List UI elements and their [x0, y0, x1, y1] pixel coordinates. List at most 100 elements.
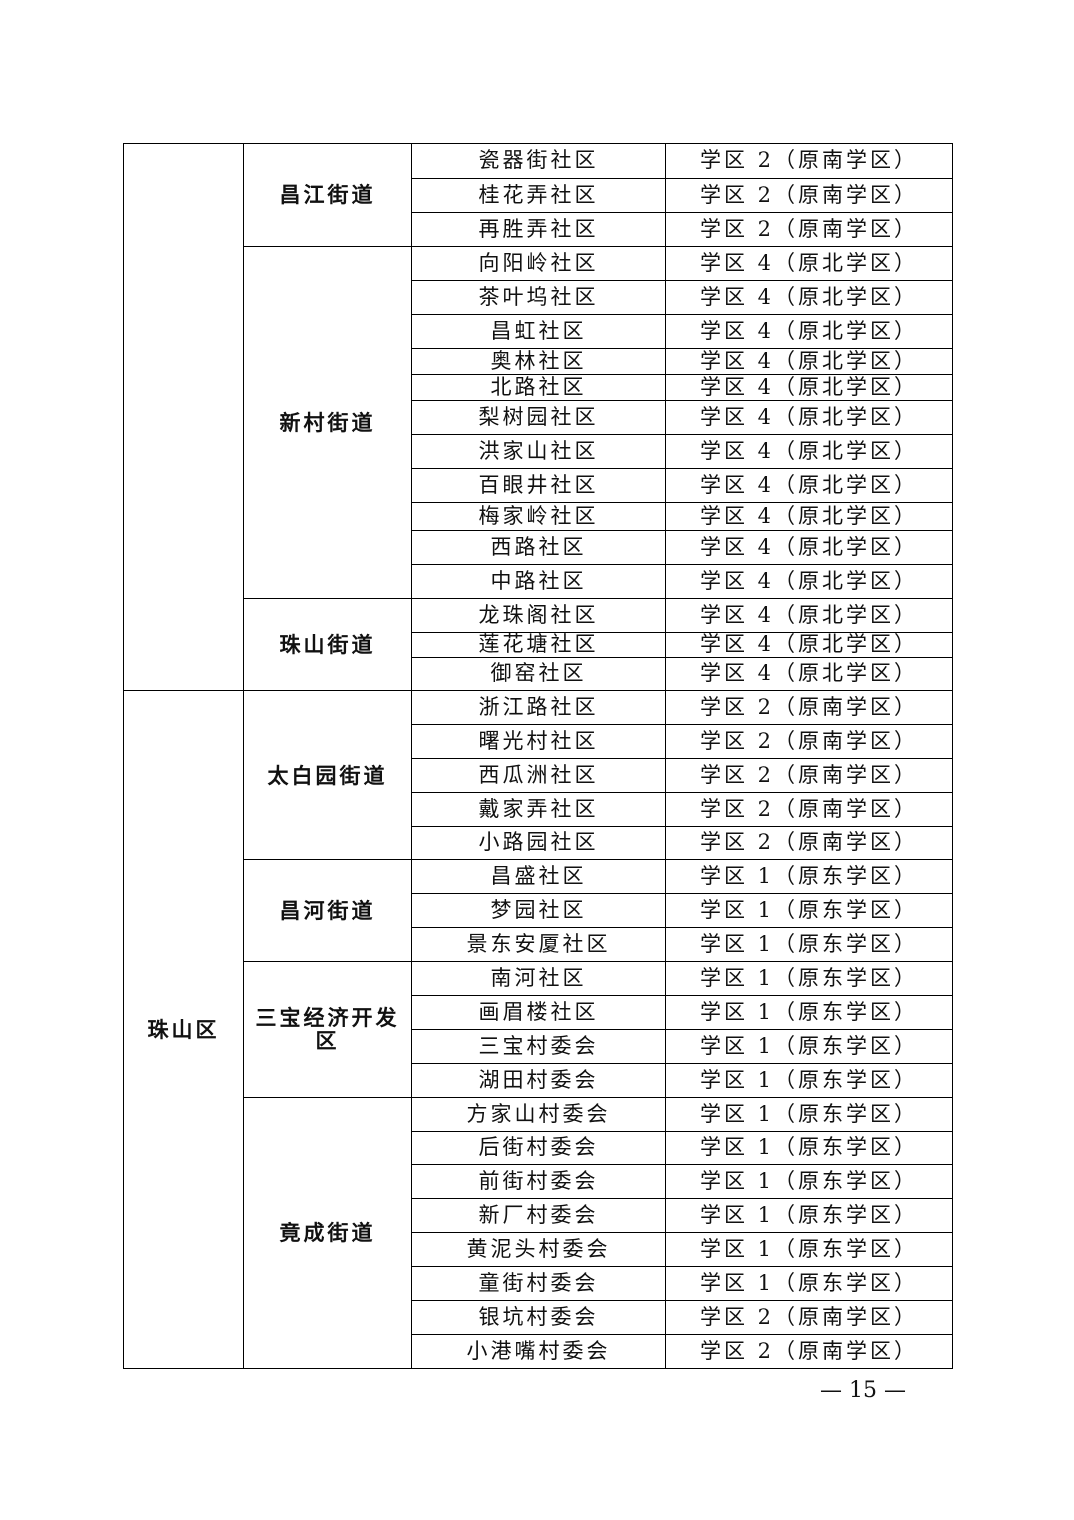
community-cell: 龙珠阁社区	[411, 598, 666, 633]
zone-cell: 学区 2（原南学区）	[665, 791, 953, 827]
zone-cell: 学区 2（原南学区）	[665, 723, 953, 759]
community-cell: 莲花塘社区	[411, 632, 666, 658]
community-cell: 西瓜洲社区	[411, 757, 666, 793]
community-cell: 小路园社区	[411, 825, 666, 861]
table-row: 桂花弄社区 学区 2（原南学区）	[124, 178, 953, 213]
zone-cell: 学区 2（原南学区）	[665, 1333, 953, 1369]
community-cell: 瓷器街社区	[411, 143, 666, 179]
table-row: 梨树园社区 学区 4（原北学区）	[124, 400, 953, 435]
district-table: 昌江街道 瓷器街社区 学区 2（原南学区） 桂花弄社区 学区 2（原南学区） 再胜弄社区学…	[123, 143, 953, 1369]
zone-cell: 学区 2（原南学区）	[665, 1300, 953, 1335]
community-cell: 御窑社区	[411, 657, 666, 691]
community-cell: 北路社区	[411, 374, 666, 401]
page-number: — 15 —	[820, 1378, 906, 1403]
table-row: 戴家弄社区 学区 2（原南学区）	[124, 791, 953, 827]
zone-cell: 学区 4（原北学区）	[665, 564, 953, 599]
table-row: 三宝经济开发区 南河社区 学区 1（原东学区）	[124, 961, 953, 1098]
table-row: 小港嘴村委会 学区 2（原南学区）	[124, 1333, 953, 1369]
street-cell: 珠山街道	[243, 598, 412, 691]
table-row: 北路社区 学区 4（原北学区）	[124, 374, 953, 401]
community-cell: 湖田村委会	[411, 1062, 666, 1098]
zone-cell: 学区 4（原北学区）	[665, 502, 953, 531]
table-row: 百眼井社区 学区 4（原北学区）	[124, 468, 953, 503]
zone-cell: 学区 4（原北学区）	[665, 280, 953, 315]
street-cell: 昌江街道	[243, 143, 412, 247]
zone-cell: 学区 4（原北学区）	[665, 598, 953, 633]
table-row: 莲花塘社区 学区 4（原北学区）	[124, 632, 953, 658]
community-cell: 银坑村委会	[411, 1300, 666, 1335]
street-cell: 竟成街道	[243, 1096, 412, 1369]
zone-cell: 学区 1（原东学区）	[665, 1164, 953, 1200]
community-cell: 再胜弄社区	[411, 212, 666, 247]
community-cell: 方家山村委会	[411, 1096, 666, 1132]
zone-cell: 学区 1（原东学区）	[665, 1198, 953, 1234]
zone-cell: 学区 1（原东学区）	[665, 1232, 953, 1268]
table-row: 奥林社区 学区 4（原北学区）	[124, 348, 953, 375]
table-row: 曙光村社区 学区 2（原南学区）	[124, 723, 953, 759]
table-row: 新厂村委会 学区 1（原东学区）	[124, 1198, 953, 1234]
district-cell: 珠山区	[123, 690, 244, 1369]
community-cell: 梨树园社区	[411, 400, 666, 435]
zone-cell: 学区 4（原北学区）	[665, 468, 953, 503]
community-cell: 向阳岭社区	[411, 246, 666, 281]
table-row: 西瓜洲社区 学区 2（原南学区）	[124, 757, 953, 793]
table-row: 昌河街道 昌盛社区 学区 1（原东学区）	[124, 859, 953, 963]
community-cell: 奥林社区	[411, 348, 666, 375]
zone-cell: 学区 4（原北学区）	[665, 530, 953, 565]
zone-cell: 学区 4（原北学区）	[665, 374, 953, 401]
community-cell: 西路社区	[411, 530, 666, 565]
table-row: 景东安厦社区 学区 1（原东学区）	[124, 927, 953, 963]
table-row: 茶叶坞社区 学区 4（原北学区）	[124, 280, 953, 315]
table-row: 湖田村委会 学区 1（原东学区）	[124, 1062, 953, 1098]
table-row: 新村街道 向阳岭社区 学区 4（原北学区）	[124, 246, 953, 599]
community-cell: 百眼井社区	[411, 468, 666, 503]
district-cell	[123, 143, 244, 691]
zone-cell: 学区 2（原南学区）	[665, 690, 953, 725]
community-cell: 梅家岭社区	[411, 502, 666, 531]
zone-cell: 学区 2（原南学区）	[665, 212, 953, 247]
table-row: 洪家山社区 学区 4（原北学区）	[124, 434, 953, 469]
street-cell: 三宝经济开发区	[243, 961, 412, 1098]
table-row: 昌江街道 瓷器街社区 学区 2（原南学区）	[123, 143, 953, 691]
community-cell: 昌盛社区	[411, 859, 666, 895]
zone-cell: 学区 4（原北学区）	[665, 434, 953, 469]
table-row: 竟成街道 方家山村委会学区 1（原东学区）	[124, 1096, 953, 1369]
table-row: 珠山街道 龙珠阁社区 学区 4（原北学区）	[124, 598, 953, 691]
zone-cell: 学区 4（原北学区）	[665, 314, 953, 349]
table-row: 中路社区 学区 4（原北学区）	[124, 564, 953, 599]
table-row: 昌虹社区 学区 4（原北学区）	[124, 314, 953, 349]
street-cell: 太白园街道	[243, 689, 412, 861]
community-cell: 画眉楼社区	[411, 995, 666, 1030]
community-cell: 昌虹社区	[411, 314, 666, 349]
community-cell: 景东安厦社区	[411, 927, 666, 963]
community-cell: 中路社区	[411, 564, 666, 599]
community-cell: 曙光村社区	[411, 723, 666, 759]
community-cell: 戴家弄社区	[411, 791, 666, 827]
zone-cell: 学区 1（原东学区）	[665, 893, 953, 929]
community-cell: 南河社区	[411, 961, 666, 997]
community-cell: 梦园社区	[411, 893, 666, 929]
street-cell: 昌河街道	[243, 859, 412, 963]
zone-cell: 学区 4（原北学区）	[665, 400, 953, 435]
zone-cell: 学区 1（原东学区）	[665, 961, 953, 997]
zone-cell: 学区 4（原北学区）	[665, 348, 953, 375]
zone-cell: 学区 4（原北学区）	[665, 657, 953, 691]
zone-cell: 学区 1（原东学区）	[665, 859, 953, 895]
street-cell: 新村街道	[243, 246, 412, 599]
community-cell: 黄泥头村委会	[411, 1232, 666, 1268]
zone-cell: 学区 1（原东学区）	[665, 927, 953, 963]
community-cell: 三宝村委会	[411, 1028, 666, 1064]
table-row: 梅家岭社区 学区 4（原北学区）	[124, 502, 953, 531]
table-row: 珠山区 太白园街道 浙江路社区 学区 2（原南学区）	[123, 689, 953, 1369]
community-cell: 新厂村委会	[411, 1198, 666, 1234]
table-row: 前街村委会 学区 1（原东学区）	[124, 1164, 953, 1200]
community-cell: 前街村委会	[411, 1164, 666, 1200]
table-row: 三宝村委会 学区 1（原东学区）	[124, 1028, 953, 1064]
zone-cell: 学区 2（原南学区）	[665, 757, 953, 793]
community-cell: 后街村委会	[411, 1130, 666, 1166]
zone-cell: 学区 2（原南学区）	[665, 178, 953, 213]
table-row: 再胜弄社区 学区 2（原南学区）	[124, 212, 953, 247]
zone-cell: 学区 2（原南学区）	[665, 143, 953, 179]
community-cell: 浙江路社区	[411, 690, 666, 725]
